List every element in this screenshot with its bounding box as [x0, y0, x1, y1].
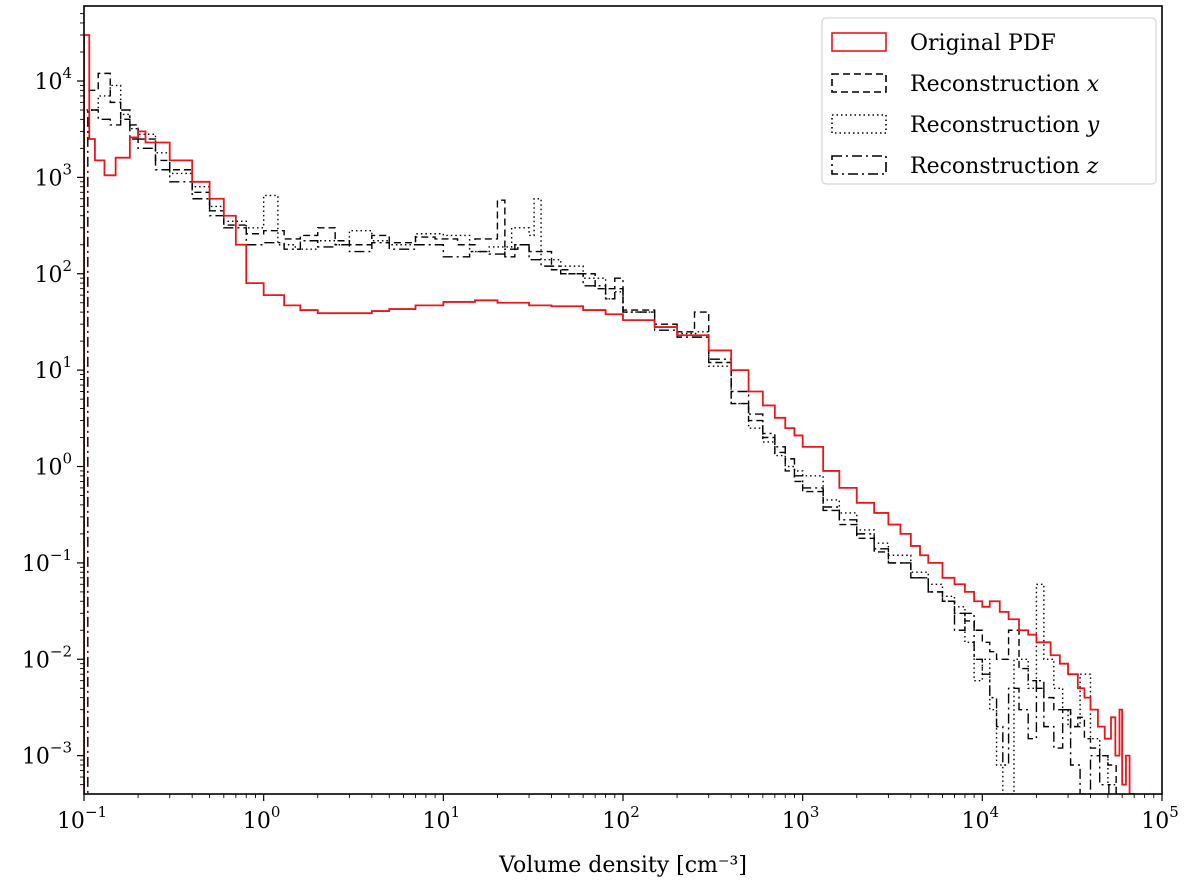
legend-box [821, 17, 1157, 185]
legend-swatch [831, 32, 887, 52]
legend: Original PDF Reconstruction x Reconstructi… [821, 17, 1157, 185]
x-axis-title: Volume density [cm⁻³] [498, 853, 747, 878]
legend-label: Original PDF [910, 31, 1056, 56]
series-line-reconstruction-z [87, 109, 1110, 794]
y-tick-label: 10−3 [22, 739, 72, 770]
legend-swatch [831, 155, 887, 175]
x-tick-label: 102 [602, 803, 640, 834]
y-tick-label: 102 [34, 257, 72, 288]
series-line-original-pdf [84, 34, 1135, 794]
y-tick-label: 104 [34, 64, 72, 95]
data-layer [84, 34, 1135, 794]
series-line-reconstruction-x [84, 72, 1117, 794]
y-tick-label: 10−2 [22, 642, 72, 673]
legend-swatch [831, 114, 887, 134]
legend-label: Reconstruction y [910, 113, 1100, 138]
axis-ticks: 10−1 100 101 102 103 104 105 10−3 10−2 10−1 100 101… [22, 13, 1179, 834]
x-tick-label: 104 [962, 803, 1000, 834]
legend-label: Reconstruction x [910, 72, 1100, 97]
y-tick-label: 10−1 [22, 546, 72, 577]
y-tick-label: 101 [34, 353, 72, 384]
x-tick-label: 103 [782, 803, 820, 834]
x-tick-label: 10−1 [57, 803, 107, 834]
x-tick-label: 105 [1141, 803, 1179, 834]
x-tick-label: 100 [243, 803, 281, 834]
legend-swatch [831, 73, 887, 93]
y-tick-label: 100 [34, 450, 72, 481]
legend-label: Reconstruction z [910, 154, 1099, 179]
y-tick-label: 103 [34, 160, 72, 191]
series-line-reconstruction-y [84, 84, 1117, 794]
x-tick-label: 101 [423, 803, 461, 834]
